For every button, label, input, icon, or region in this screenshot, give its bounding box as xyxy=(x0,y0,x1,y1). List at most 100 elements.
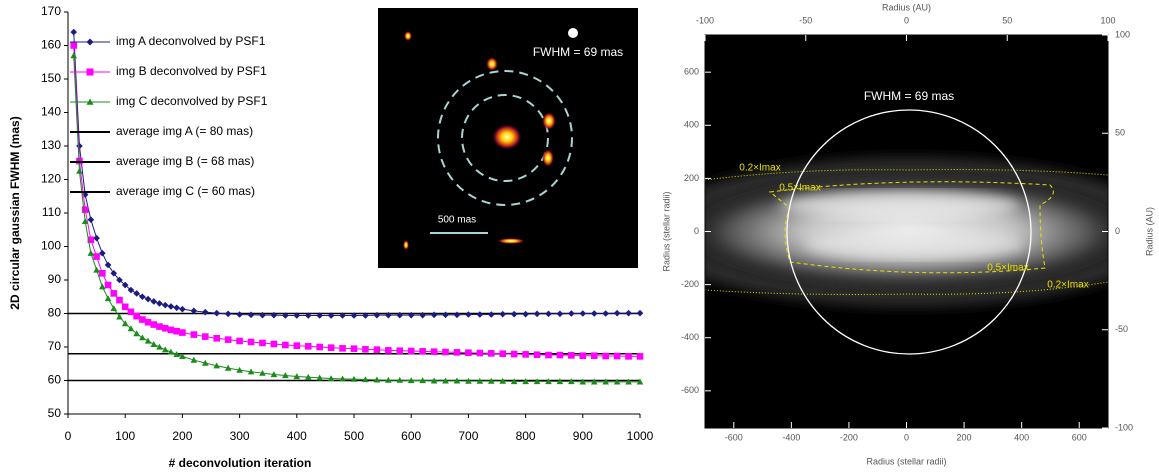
annotation: FWHM = 69 mas xyxy=(864,89,954,103)
y-tick-label: 90 xyxy=(48,272,62,286)
marker xyxy=(104,281,112,289)
x-tick-label: 400 xyxy=(287,429,307,443)
marker xyxy=(104,261,112,269)
marker xyxy=(121,281,129,289)
marker xyxy=(579,378,587,385)
marker xyxy=(430,377,438,384)
marker xyxy=(236,311,243,318)
marker xyxy=(70,28,78,36)
marker xyxy=(270,371,278,378)
marker xyxy=(161,301,169,309)
annotation: 0.5×Imax xyxy=(779,183,820,194)
marker xyxy=(533,310,541,318)
marker xyxy=(419,377,426,384)
marker xyxy=(93,253,100,260)
marker xyxy=(465,311,472,318)
marker xyxy=(442,311,449,319)
marker xyxy=(127,325,135,332)
marker xyxy=(339,375,346,382)
marker xyxy=(407,347,415,355)
marker xyxy=(150,321,158,328)
marker xyxy=(293,312,301,319)
marker xyxy=(339,345,346,352)
marker xyxy=(304,373,312,380)
marker xyxy=(613,378,621,385)
marker xyxy=(304,343,312,350)
legend-marker xyxy=(86,98,94,105)
marker xyxy=(613,352,621,360)
marker xyxy=(499,350,507,357)
y-axis-title: Radius (stellar radii) xyxy=(661,191,671,271)
marker xyxy=(453,349,461,356)
x2-tick-label: 0 xyxy=(904,15,909,25)
marker xyxy=(179,353,186,360)
marker xyxy=(247,368,255,375)
y-tick-label: 60 xyxy=(48,373,62,387)
y-axis-title: 2D circular gaussian FWHM (mas) xyxy=(8,116,22,309)
disk-image xyxy=(705,35,1108,428)
marker xyxy=(110,305,118,312)
marker xyxy=(556,378,564,385)
marker xyxy=(282,341,289,349)
marker xyxy=(133,290,140,297)
marker xyxy=(453,311,461,319)
marker xyxy=(385,311,392,319)
legend-label: img C deconvolved by PSF1 xyxy=(116,94,268,108)
marker xyxy=(104,295,112,302)
marker xyxy=(316,343,323,351)
marker xyxy=(259,339,266,347)
marker xyxy=(556,310,564,318)
marker xyxy=(396,376,404,383)
marker xyxy=(99,283,106,290)
marker xyxy=(224,364,232,371)
marker xyxy=(442,377,449,384)
marker xyxy=(99,249,106,257)
marker xyxy=(213,334,221,342)
marker xyxy=(442,348,449,356)
marker xyxy=(87,249,95,256)
marker xyxy=(81,206,89,213)
marker xyxy=(430,348,438,355)
marker xyxy=(247,338,255,346)
y-tick-label: -600 xyxy=(681,385,699,395)
x-tick-label: 600 xyxy=(1072,432,1087,442)
marker xyxy=(173,351,180,358)
marker xyxy=(419,348,426,355)
legend-label: img A deconvolved by PSF1 xyxy=(116,34,266,48)
marker xyxy=(236,337,243,345)
marker xyxy=(224,310,232,318)
marker xyxy=(304,312,312,319)
marker xyxy=(70,52,78,59)
x-tick-label: 0 xyxy=(904,432,909,442)
marker xyxy=(522,310,529,318)
marker xyxy=(110,290,118,297)
marker xyxy=(476,311,484,318)
marker xyxy=(156,343,163,350)
marker xyxy=(350,345,358,352)
marker xyxy=(362,346,369,353)
x-tick-label: 500 xyxy=(344,429,364,443)
marker xyxy=(636,378,644,385)
marker xyxy=(499,310,507,318)
y2-tick-label: 100 xyxy=(1115,29,1130,39)
marker xyxy=(385,347,392,354)
marker xyxy=(545,310,552,318)
marker xyxy=(144,295,152,303)
y-tick-label: 600 xyxy=(684,67,699,77)
marker xyxy=(465,377,472,384)
y-tick-label: -400 xyxy=(681,332,699,342)
legend-marker xyxy=(86,38,94,46)
marker xyxy=(430,311,438,319)
marker xyxy=(121,303,129,311)
marker xyxy=(201,359,209,366)
marker xyxy=(76,167,83,174)
marker xyxy=(613,309,621,317)
marker xyxy=(476,377,484,384)
legend-label: average img B (= 68 mas) xyxy=(116,154,254,168)
y2-tick-label: -50 xyxy=(1115,324,1128,334)
marker xyxy=(350,312,358,319)
marker xyxy=(590,310,598,317)
marker xyxy=(522,351,529,358)
marker xyxy=(127,286,135,294)
